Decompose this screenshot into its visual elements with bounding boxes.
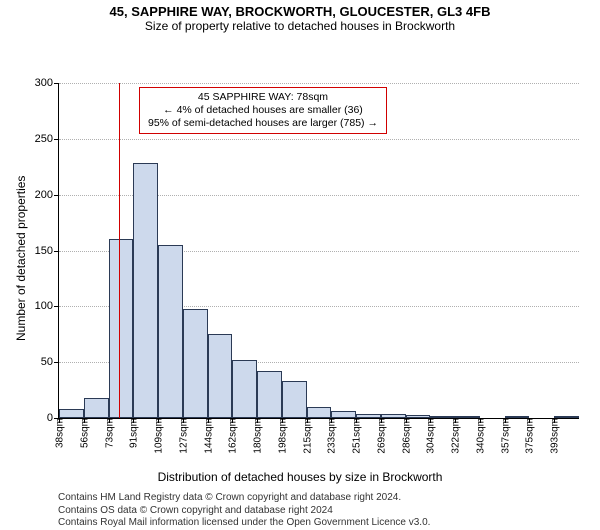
annotation-line: 95% of semi-detached houses are larger (…	[148, 117, 378, 130]
y-tick-label: 100	[35, 300, 59, 312]
histogram-bar	[331, 411, 356, 418]
x-tick-label: 127sqm	[176, 418, 189, 454]
attribution-text: Contains HM Land Registry data © Crown c…	[58, 492, 430, 530]
y-tick-label: 50	[41, 356, 59, 368]
attribution-line: Contains Royal Mail information licensed…	[58, 517, 430, 530]
reference-line	[119, 83, 120, 418]
x-tick-label: 180sqm	[251, 418, 264, 454]
x-tick-label: 304sqm	[424, 418, 437, 454]
annotation-line: 45 SAPPHIRE WAY: 78sqm	[148, 91, 378, 104]
y-tick-label: 200	[35, 189, 59, 201]
chart-subtitle: Size of property relative to detached ho…	[0, 19, 600, 33]
x-tick-label: 340sqm	[473, 418, 486, 454]
x-tick-label: 144sqm	[201, 418, 214, 454]
histogram-bar	[59, 409, 84, 418]
histogram-bar	[208, 334, 233, 418]
grid-line	[59, 139, 579, 140]
attribution-line: Contains HM Land Registry data © Crown c…	[58, 492, 430, 505]
histogram-bar	[183, 309, 208, 418]
x-tick-label: 269sqm	[374, 418, 387, 454]
chart-title: 45, SAPPHIRE WAY, BROCKWORTH, GLOUCESTER…	[0, 0, 600, 19]
x-tick-label: 215sqm	[300, 418, 313, 454]
histogram-bar	[84, 398, 109, 418]
x-tick-label: 393sqm	[548, 418, 561, 454]
histogram-bar	[282, 381, 307, 418]
annotation-box: 45 SAPPHIRE WAY: 78sqm← 4% of detached h…	[139, 87, 387, 134]
x-tick-label: 38sqm	[53, 418, 66, 448]
x-tick-label: 251sqm	[350, 418, 363, 454]
plot-area: 05010015020025030038sqm56sqm73sqm91sqm10…	[58, 83, 579, 419]
histogram-bar	[133, 163, 158, 418]
x-tick-label: 109sqm	[152, 418, 165, 454]
y-tick-label: 150	[35, 245, 59, 257]
y-tick-label: 250	[35, 133, 59, 145]
x-tick-label: 357sqm	[498, 418, 511, 454]
x-tick-label: 73sqm	[102, 418, 115, 448]
x-axis-label: Distribution of detached houses by size …	[0, 470, 600, 484]
x-tick-label: 286sqm	[399, 418, 412, 454]
grid-line	[59, 83, 579, 84]
x-tick-label: 91sqm	[127, 418, 140, 448]
histogram-bar	[307, 407, 332, 418]
x-tick-label: 375sqm	[523, 418, 536, 454]
histogram-bar	[257, 371, 282, 418]
x-tick-label: 198sqm	[275, 418, 288, 454]
x-tick-label: 162sqm	[226, 418, 239, 454]
annotation-line: ← 4% of detached houses are smaller (36)	[148, 104, 378, 117]
histogram-bar	[158, 245, 183, 418]
histogram-bar	[232, 360, 257, 418]
y-axis-label: Number of detached properties	[14, 175, 28, 340]
x-tick-label: 322sqm	[449, 418, 462, 454]
x-tick-label: 56sqm	[77, 418, 90, 448]
attribution-line: Contains OS data © Crown copyright and d…	[58, 505, 430, 518]
histogram-bar	[109, 239, 134, 418]
x-tick-label: 233sqm	[325, 418, 338, 454]
y-tick-label: 300	[35, 77, 59, 89]
